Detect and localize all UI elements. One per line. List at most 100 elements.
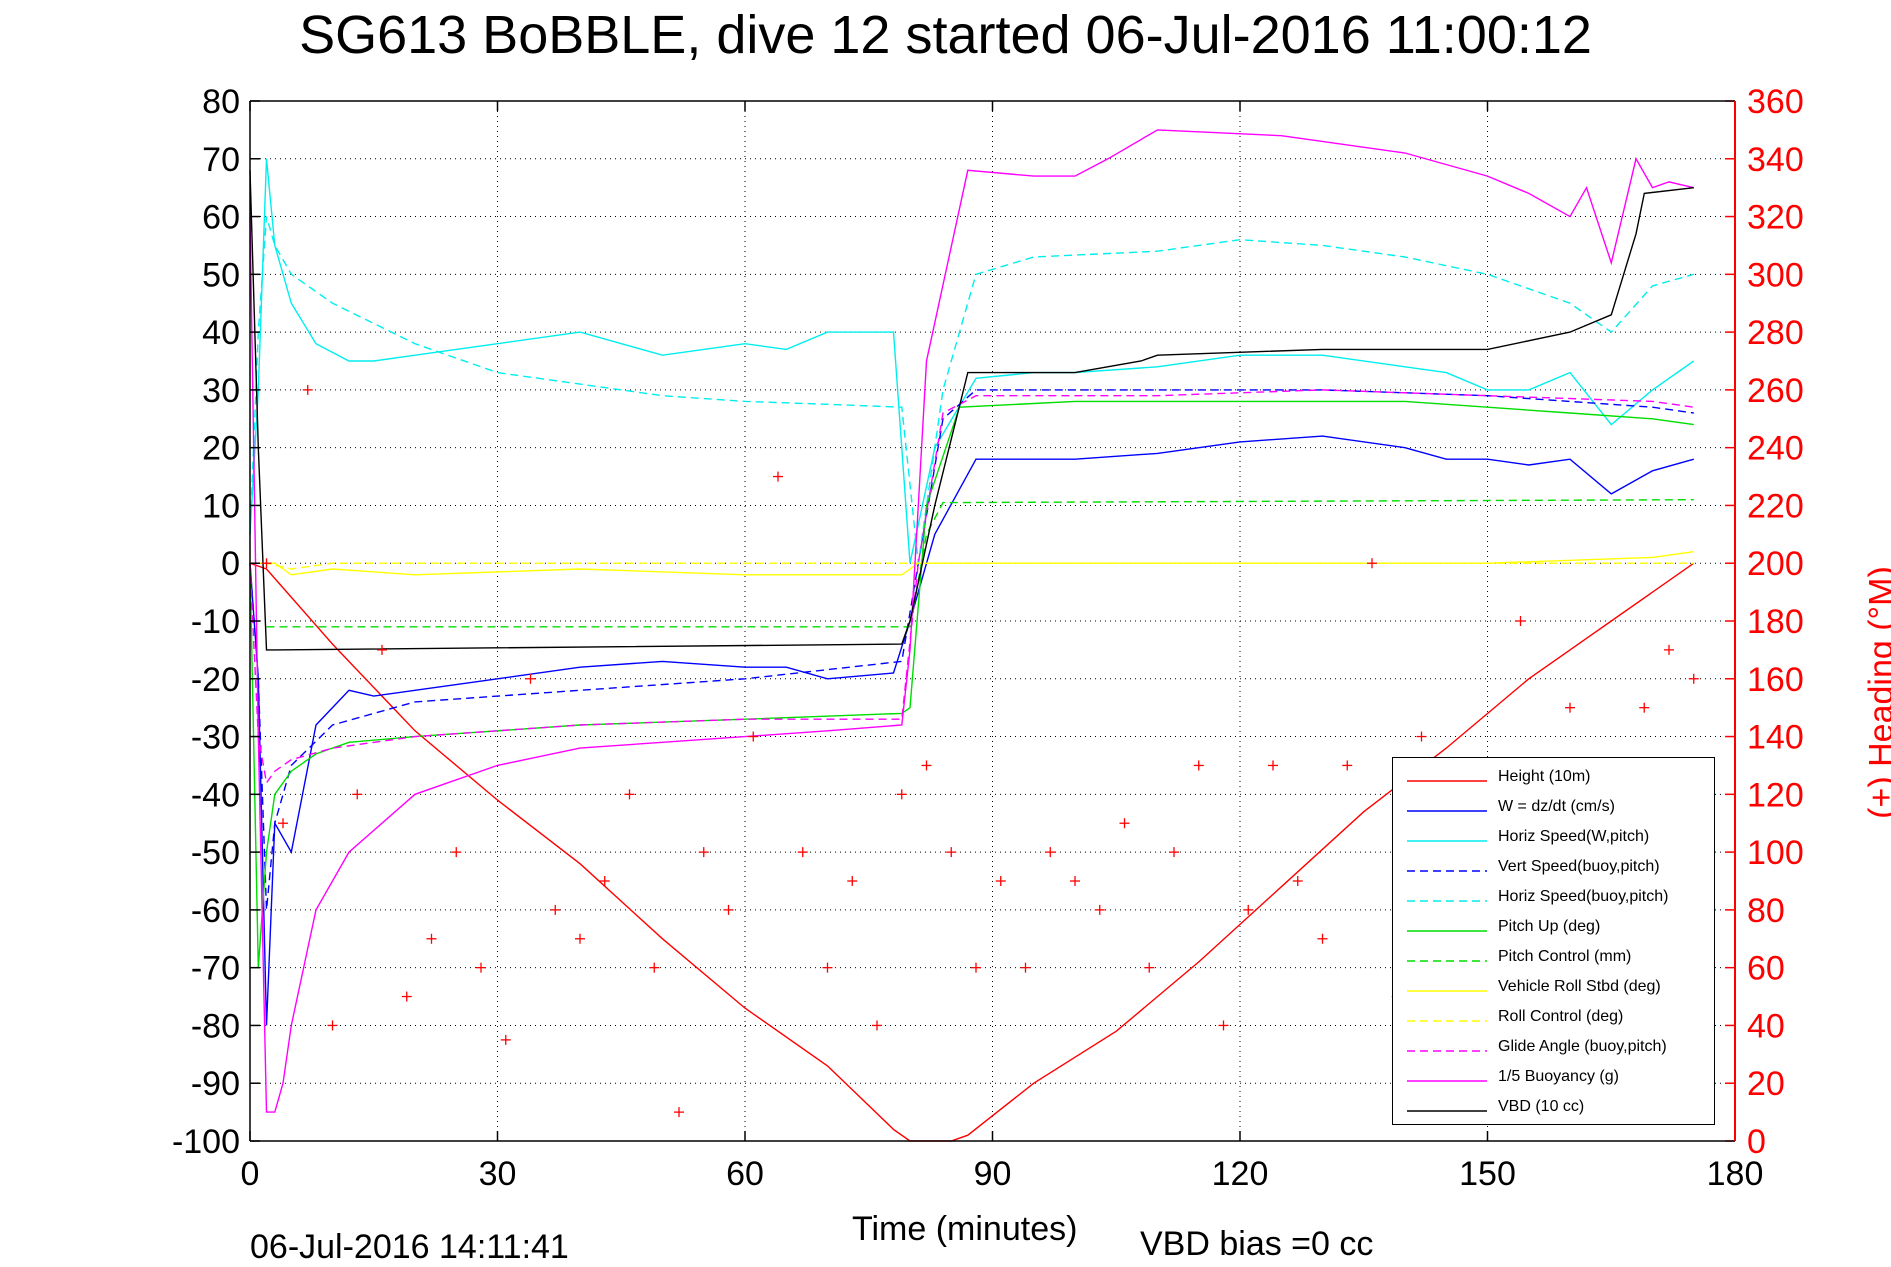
legend-label: Roll Control (deg) (1498, 1008, 1623, 1026)
heading-marker (724, 905, 734, 915)
heading-marker (649, 963, 659, 973)
y-tick-label: 60 (202, 199, 240, 237)
legend-label: VBD (10 cc) (1498, 1098, 1584, 1116)
heading-marker (1169, 847, 1179, 857)
y-tick-label: 10 (202, 487, 240, 525)
heading-marker (1664, 645, 1674, 655)
y-tick-label: -60 (191, 892, 240, 930)
heading-marker (1219, 1020, 1229, 1030)
y-tick-label: -50 (191, 834, 240, 872)
y2-tick-label: 200 (1747, 545, 1804, 583)
legend-label: Horiz Speed(W,pitch) (1498, 828, 1649, 846)
x-tick-label: 90 (974, 1155, 1012, 1193)
heading-marker (1367, 558, 1377, 568)
x-tick-label: 0 (241, 1155, 260, 1193)
heading-marker (699, 847, 709, 857)
legend-swatch (1407, 1016, 1487, 1026)
y-tick-label: -70 (191, 950, 240, 988)
heading-marker (1194, 760, 1204, 770)
heading-marker (897, 789, 907, 799)
y-tick-label: 50 (202, 256, 240, 294)
y2-tick-label: 100 (1747, 834, 1804, 872)
legend-entry: Vehicle Roll Stbd (deg) (1393, 976, 1716, 1006)
y-axis-right-label: (+) Heading (°M) (1863, 513, 1891, 873)
heading-marker (823, 963, 833, 973)
legend-label: W = dz/dt (cm/s) (1498, 798, 1615, 816)
series-line-4 (250, 217, 1694, 564)
y2-tick-label: 80 (1747, 892, 1785, 930)
heading-marker (1565, 703, 1575, 713)
legend-entry: Height (10m) (1393, 766, 1716, 796)
heading-marker (278, 818, 288, 828)
heading-marker (451, 847, 461, 857)
legend-entry: Vert Speed(buoy,pitch) (1393, 856, 1716, 886)
legend-label: 1/5 Buoyancy (g) (1498, 1068, 1619, 1086)
heading-marker (1516, 616, 1526, 626)
legend-label: Height (10m) (1498, 768, 1590, 786)
legend-swatch (1407, 926, 1487, 936)
y2-tick-label: 140 (1747, 719, 1804, 757)
heading-marker (1070, 876, 1080, 886)
legend-swatch (1407, 1106, 1487, 1116)
y-tick-label: -30 (191, 719, 240, 757)
legend-label: Pitch Control (mm) (1498, 948, 1631, 966)
heading-marker (402, 992, 412, 1002)
legend-swatch (1407, 806, 1487, 816)
series-line-8 (250, 563, 1694, 569)
heading-marker (798, 847, 808, 857)
legend-swatch (1407, 1046, 1487, 1056)
heading-marker (674, 1107, 684, 1117)
y2-tick-label: 180 (1747, 603, 1804, 641)
y2-tick-label: 320 (1747, 199, 1804, 237)
legend-swatch (1407, 776, 1487, 786)
x-axis-label: Time (minutes) (852, 1210, 1077, 1249)
y2-tick-label: 160 (1747, 661, 1804, 699)
y2-tick-label: 0 (1747, 1123, 1766, 1161)
heading-marker (847, 876, 857, 886)
legend-label: Vehicle Roll Stbd (deg) (1498, 978, 1661, 996)
heading-marker (1045, 847, 1055, 857)
timestamp-label: 06-Jul-2016 14:11:41 (250, 1228, 569, 1267)
heading-marker (303, 385, 313, 395)
heading-marker (1021, 963, 1031, 973)
y2-tick-label: 280 (1747, 314, 1804, 352)
legend-entry: Roll Control (deg) (1393, 1006, 1716, 1036)
y-tick-label: 30 (202, 372, 240, 410)
y-tick-label: -90 (191, 1065, 240, 1103)
y-tick-label: -10 (191, 603, 240, 641)
legend-swatch (1407, 836, 1487, 846)
legend-label: Horiz Speed(buoy,pitch) (1498, 888, 1668, 906)
heading-marker (550, 905, 560, 915)
legend-swatch (1407, 956, 1487, 966)
y2-tick-label: 40 (1747, 1007, 1785, 1045)
legend-entry: Pitch Control (mm) (1393, 946, 1716, 976)
legend: Height (10m) W = dz/dt (cm/s) Horiz Speed(… (1392, 757, 1715, 1125)
y-tick-label: 80 (202, 83, 240, 121)
heading-marker (996, 876, 1006, 886)
legend-entry: 1/5 Buoyancy (g) (1393, 1066, 1716, 1096)
heading-marker (377, 645, 387, 655)
x-tick-label: 30 (479, 1155, 517, 1193)
series-line-2 (250, 159, 1694, 563)
legend-swatch (1407, 896, 1487, 906)
vbd-bias-label: VBD bias =0 cc (1140, 1225, 1373, 1264)
y2-tick-label: 20 (1747, 1065, 1785, 1103)
heading-marker (1689, 674, 1699, 684)
y2-tick-label: 240 (1747, 430, 1804, 468)
heading-marker (922, 760, 932, 770)
heading-marker (625, 789, 635, 799)
y2-tick-label: 300 (1747, 256, 1804, 294)
heading-marker (946, 847, 956, 857)
y-tick-label: 70 (202, 141, 240, 179)
heading-marker (1342, 760, 1352, 770)
y-tick-label: -100 (172, 1123, 240, 1161)
heading-marker (328, 1020, 338, 1030)
heading-marker (427, 934, 437, 944)
y2-tick-label: 340 (1747, 141, 1804, 179)
heading-marker (1268, 760, 1278, 770)
series-line-11 (250, 170, 1694, 650)
y-tick-label: -20 (191, 661, 240, 699)
x-tick-label: 60 (726, 1155, 764, 1193)
legend-swatch (1407, 986, 1487, 996)
x-tick-label: 150 (1459, 1155, 1516, 1193)
